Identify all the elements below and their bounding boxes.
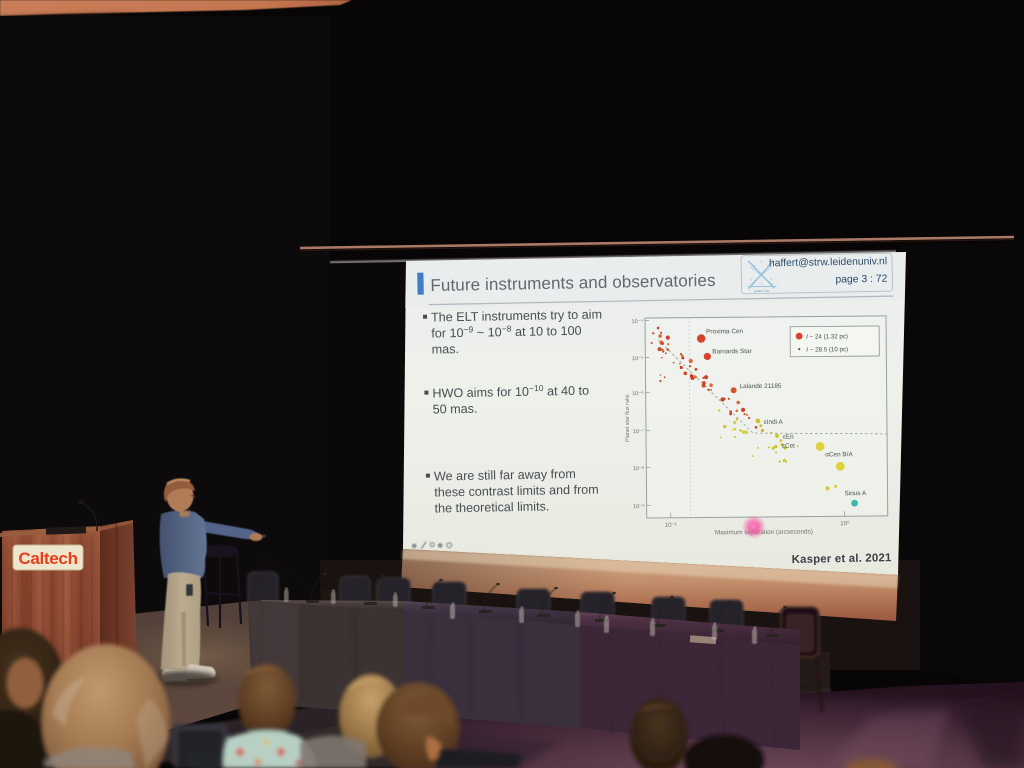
svg-text:10⁻⁸: 10⁻⁸ (633, 465, 645, 472)
svg-text:Planet star flux ratio: Planet star flux ratio (625, 394, 631, 442)
svg-text:The ELT instruments try to aim: The ELT instruments try to aim (431, 307, 602, 324)
svg-text:Proxima Cen: Proxima Cen (706, 328, 743, 335)
svg-text:10⁻¹: 10⁻¹ (665, 523, 677, 529)
svg-text:10⁻⁵: 10⁻⁵ (632, 355, 644, 362)
svg-text:page 3 : 72: page 3 : 72 (835, 274, 887, 286)
svg-text:εCet: εCet (782, 443, 795, 450)
svg-text:I ~ 24 (1.32 pc): I ~ 24 (1.32 pc) (806, 333, 848, 340)
svg-text:εIndi A: εIndi A (764, 419, 784, 426)
svg-text:εEri: εEri (783, 434, 794, 441)
svg-text:αCen B/A: αCen B/A (825, 451, 853, 458)
svg-text:10⁰: 10⁰ (840, 520, 850, 527)
svg-text:Sirius A: Sirius A (845, 490, 867, 497)
svg-text:Kasper et al. 2021: Kasper et al. 2021 (792, 552, 893, 566)
svg-text:We are still far away from: We are still far away from (434, 467, 576, 484)
svg-text:Caltech: Caltech (18, 549, 77, 568)
svg-text:mas.: mas. (431, 342, 459, 356)
svg-text:HWO aims for 10−10 at 40 to: HWO aims for 10−10 at 40 to (432, 382, 589, 400)
svg-text:Barnards Star: Barnards Star (712, 348, 752, 355)
svg-text:Lalande 21185: Lalande 21185 (740, 383, 782, 390)
svg-text:10⁻⁶: 10⁻⁶ (632, 390, 644, 397)
svg-text:haffert@strw.leidenuniv.nl: haffert@strw.leidenuniv.nl (769, 256, 887, 269)
svg-text:the theoretical limits.: the theoretical limits. (434, 499, 549, 515)
svg-text:50 mas.: 50 mas. (433, 402, 478, 417)
svg-text:Leiden Univ: Leiden Univ (754, 289, 770, 293)
svg-text:10⁻⁷: 10⁻⁷ (633, 428, 644, 435)
svg-text:I ~ 28.5 (10 pc): I ~ 28.5 (10 pc) (806, 346, 848, 353)
svg-text:10⁻⁴: 10⁻⁴ (631, 318, 643, 325)
svg-text:10⁻⁹: 10⁻⁹ (633, 503, 645, 510)
svg-text:these contrast limits and from: these contrast limits and from (434, 483, 599, 500)
